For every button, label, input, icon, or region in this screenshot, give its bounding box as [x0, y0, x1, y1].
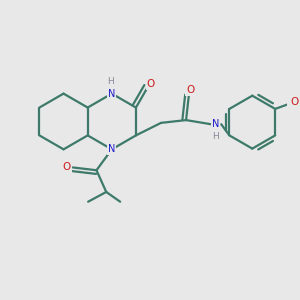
Text: O: O: [186, 85, 194, 95]
Text: O: O: [63, 162, 71, 172]
Text: O: O: [290, 97, 298, 107]
Text: N: N: [108, 88, 116, 99]
Text: N: N: [108, 144, 116, 154]
Text: O: O: [147, 79, 155, 89]
Text: N: N: [212, 119, 220, 129]
Text: H: H: [213, 132, 219, 141]
Text: H: H: [107, 77, 114, 86]
